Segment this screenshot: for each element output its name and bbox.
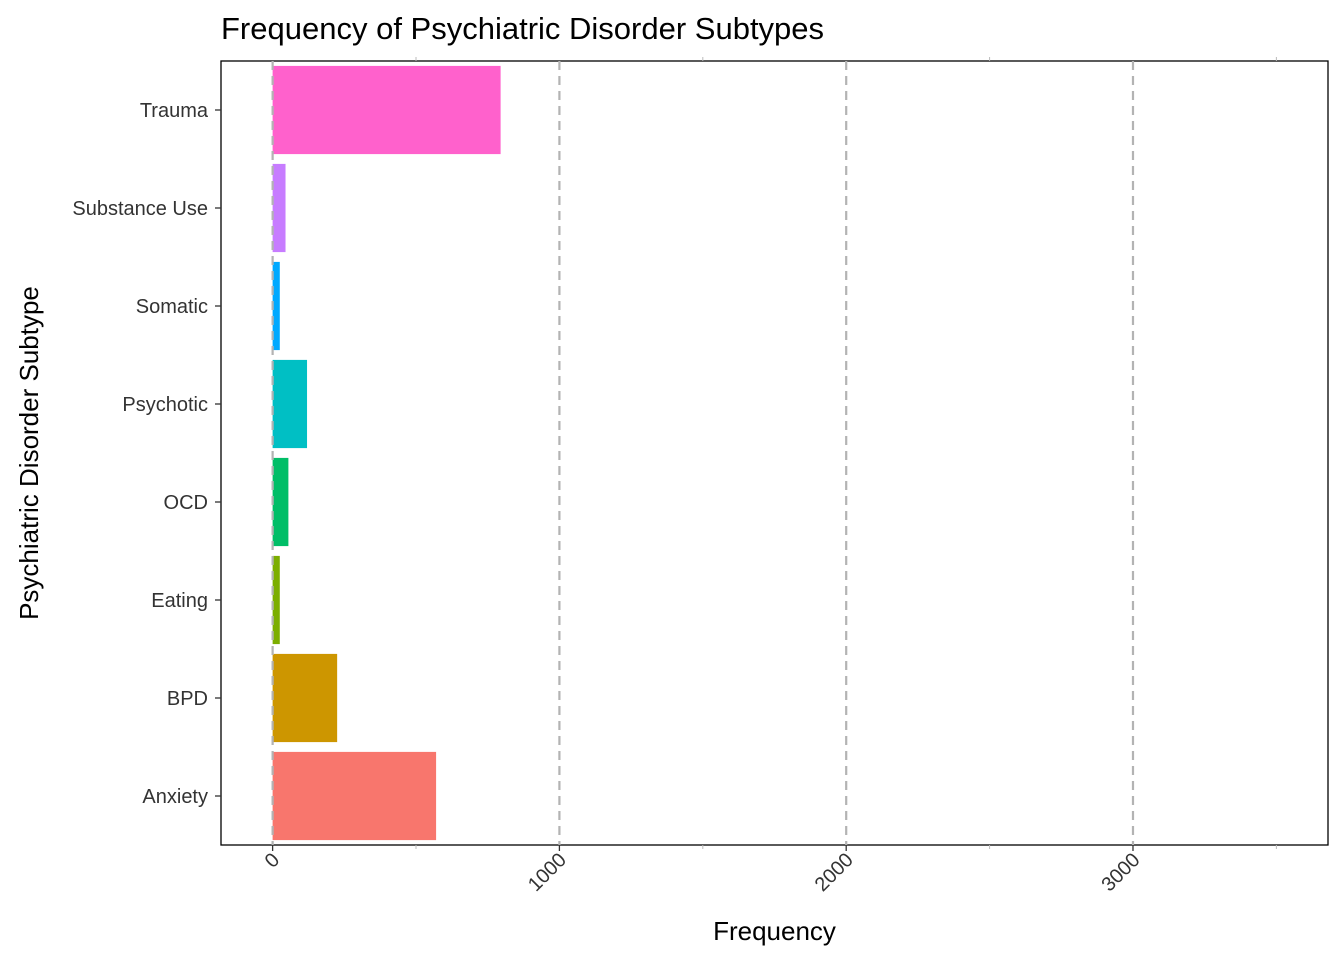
bar-anxiety bbox=[272, 751, 437, 841]
bar-substance-use bbox=[272, 163, 286, 253]
x-axis-title: Frequency bbox=[713, 916, 836, 946]
bar-eating bbox=[272, 555, 280, 645]
bar-psychotic bbox=[272, 359, 308, 449]
gridlines bbox=[271, 61, 1135, 845]
y-axis: Anxiety BPD Eating OCD Psychotic Somatic Subst… bbox=[72, 100, 221, 808]
bar-bpd bbox=[272, 653, 338, 743]
y-tick-label: Somatic bbox=[136, 296, 208, 318]
bars bbox=[272, 65, 501, 841]
chart-title: Frequency of Psychiatric Disorder Subtyp… bbox=[221, 11, 824, 46]
y-tick-label: Psychotic bbox=[122, 394, 208, 416]
y-tick-label: Trauma bbox=[140, 100, 209, 122]
x-tick-label: 2000 bbox=[811, 849, 858, 896]
bar-ocd bbox=[272, 457, 289, 547]
bar-trauma bbox=[272, 65, 501, 155]
plot-panel-border bbox=[220, 60, 1329, 846]
x-tick-label: 1000 bbox=[524, 849, 571, 896]
x-tick-label: 0 bbox=[261, 849, 284, 872]
y-tick-label: Substance Use bbox=[72, 198, 208, 220]
y-axis-title: Psychiatric Disorder Subtype bbox=[14, 286, 44, 620]
bar-somatic bbox=[272, 261, 280, 351]
x-tick-label: 3000 bbox=[1097, 849, 1144, 896]
y-tick-label: Anxiety bbox=[142, 786, 208, 808]
y-tick-label: OCD bbox=[164, 492, 208, 514]
y-tick-label: BPD bbox=[167, 688, 208, 710]
y-tick-label: Eating bbox=[151, 590, 208, 612]
